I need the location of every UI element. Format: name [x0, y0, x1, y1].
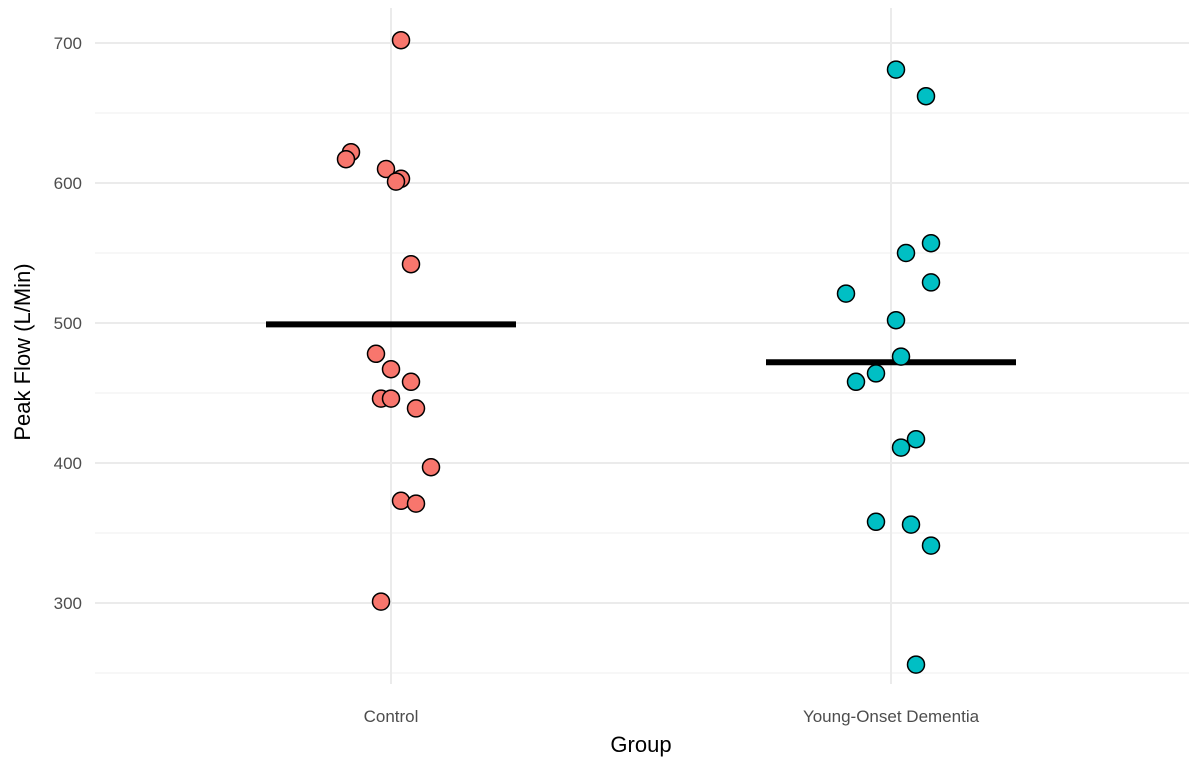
data-point — [391, 30, 411, 50]
tick-layer: 300 400 500 600 700 Control Young-Onset Dement… — [54, 34, 980, 726]
data-point — [836, 284, 856, 303]
data-point — [906, 655, 926, 674]
data-point — [866, 364, 886, 383]
y-tick-label: 300 — [54, 594, 82, 613]
data-point — [391, 491, 411, 511]
data-point — [421, 457, 441, 477]
data-point — [906, 429, 926, 449]
point-layer — [336, 30, 941, 674]
data-point — [901, 515, 921, 534]
y-tick-label: 600 — [54, 174, 82, 193]
data-point — [846, 372, 866, 392]
grid-layer — [95, 8, 1189, 684]
y-tick-label: 400 — [54, 454, 82, 473]
mean-layer — [266, 321, 1016, 366]
data-point — [921, 273, 941, 292]
data-point — [921, 536, 941, 555]
y-axis-title: Peak Flow (L/Min) — [10, 263, 35, 440]
data-point — [366, 344, 386, 364]
y-tick-label: 500 — [54, 314, 82, 333]
y-tick-label: 700 — [54, 34, 82, 53]
data-point — [921, 233, 941, 253]
data-point — [376, 159, 396, 179]
data-point — [381, 389, 401, 408]
data-point — [406, 399, 426, 418]
data-point — [401, 254, 421, 274]
data-point — [406, 494, 426, 513]
x-tick-label: Young-Onset Dementia — [803, 707, 980, 726]
data-point — [371, 592, 391, 611]
data-point — [386, 172, 406, 191]
x-axis-title: Group — [610, 732, 671, 757]
data-point — [916, 86, 936, 106]
data-point — [866, 512, 886, 532]
data-point — [336, 149, 356, 169]
data-point — [381, 359, 401, 379]
data-point — [891, 438, 911, 457]
data-point — [896, 243, 916, 263]
data-point — [891, 347, 911, 366]
data-point — [886, 60, 906, 79]
data-point — [401, 372, 421, 392]
x-tick-label: Control — [364, 707, 419, 726]
data-point — [886, 310, 906, 330]
